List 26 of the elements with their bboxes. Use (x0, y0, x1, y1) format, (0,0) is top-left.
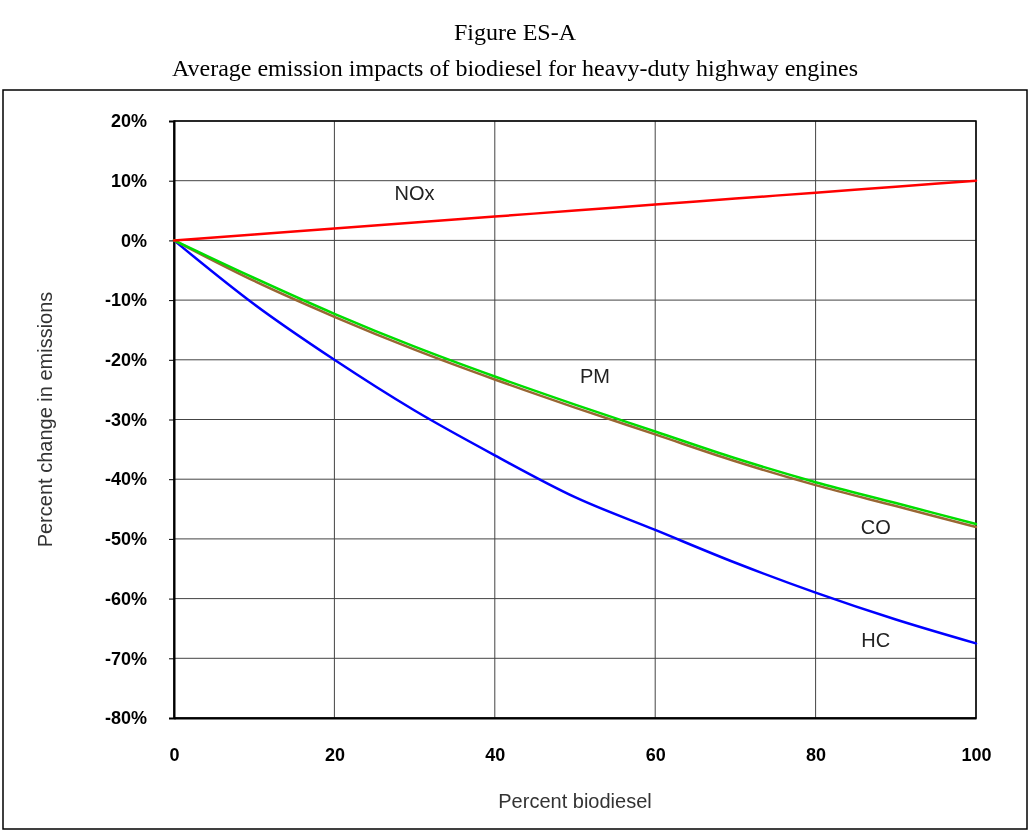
y-tick-label: -80% (104, 708, 147, 729)
y-tick-label: 20% (110, 111, 147, 132)
y-tick-label: 0% (120, 230, 147, 251)
series-label: NOx (394, 182, 435, 205)
chart-title: Figure ES-A (454, 19, 577, 45)
y-tick-label: -10% (104, 290, 147, 311)
y-tick-label: -30% (104, 409, 147, 430)
series-label: PM (580, 364, 610, 387)
x-tick-label: 100 (961, 744, 992, 765)
y-axis-title: Percent change in emissions (34, 291, 56, 548)
y-tick-label: -40% (104, 469, 147, 490)
x-tick-label: 40 (485, 744, 506, 765)
x-tick-label: 0 (169, 744, 180, 765)
y-tick-label: 10% (110, 170, 147, 191)
y-tick-label: -70% (104, 648, 147, 669)
chart-subtitle: Average emission impacts of biodiesel for heavy-duty highway engines (171, 55, 859, 81)
x-tick-label: 80 (806, 744, 827, 765)
y-tick-label: -20% (104, 350, 147, 371)
y-tick-label: -50% (104, 529, 147, 550)
x-tick-label: 20 (324, 744, 345, 765)
series-label: CO (860, 516, 891, 539)
series-label: HC (861, 629, 891, 652)
x-axis-title: Percent biodiesel (498, 790, 652, 812)
line-series (172, 179, 978, 242)
x-tick-label: 60 (645, 744, 666, 765)
y-tick-label: -60% (104, 588, 147, 609)
